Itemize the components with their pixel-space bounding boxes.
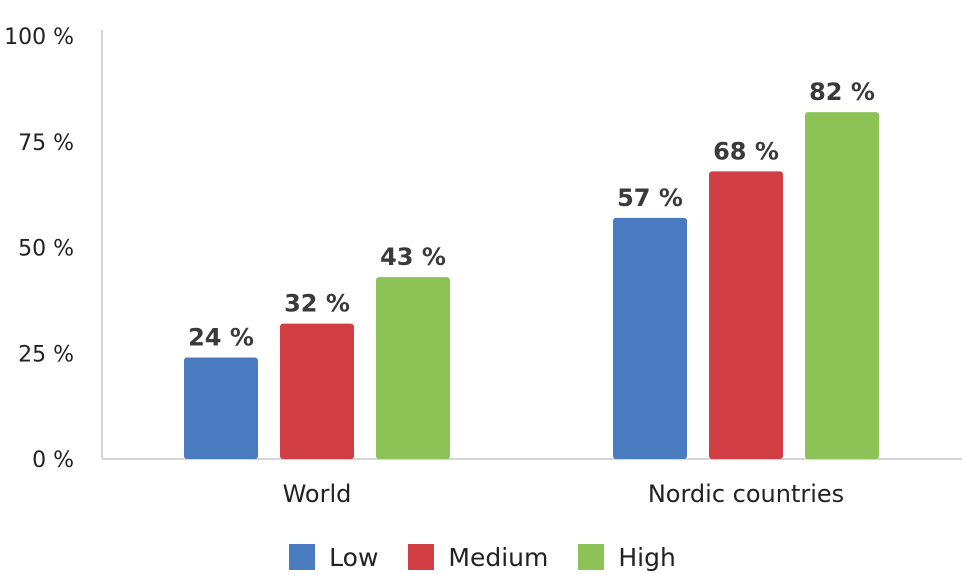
- y-tick-label: 0 %: [32, 448, 74, 473]
- bar-medium-nordic-countries: [709, 171, 783, 460]
- y-tick-label: 25 %: [18, 342, 74, 367]
- legend-item-low: Low: [289, 543, 378, 572]
- data-label: 82 %: [809, 78, 875, 106]
- legend-swatch-low: [289, 544, 316, 570]
- data-label: 57 %: [617, 184, 683, 212]
- category-labels: World Nordic countries: [283, 480, 845, 508]
- data-label: 43 %: [380, 243, 446, 271]
- category-label: World: [283, 480, 352, 508]
- data-labels: 24 % 32 % 43 % 57 % 68 % 82 %: [188, 78, 875, 351]
- bar-chart-plot: 0 % 25 % 50 % 75 % 100 % 24 % 32 % 43 % 57 % 68 …: [4, 25, 962, 508]
- legend-label-low: Low: [329, 542, 379, 572]
- y-tick-label: 50 %: [18, 237, 74, 262]
- bar-medium-world: [280, 323, 354, 459]
- y-tick-label: 100 %: [4, 25, 74, 50]
- legend-swatch-medium: [408, 544, 435, 570]
- legend-item-medium: Medium: [408, 543, 548, 572]
- legend-swatch-high: [578, 544, 605, 570]
- category-label: Nordic countries: [648, 480, 844, 508]
- bar-high-nordic-countries: [805, 112, 879, 459]
- legend-label-high: High: [618, 542, 676, 572]
- legend-label-medium: Medium: [448, 542, 549, 572]
- bars: [184, 112, 879, 460]
- data-label: 32 %: [284, 290, 350, 318]
- legend: Low Medium High: [0, 540, 965, 574]
- bar-high-world: [376, 277, 450, 459]
- bar-low-world: [184, 357, 258, 459]
- legend-item-high: High: [578, 542, 676, 572]
- bar-low-nordic-countries: [613, 217, 687, 459]
- data-label: 68 %: [713, 137, 779, 165]
- y-tick-labels: 0 % 25 % 50 % 75 % 100 %: [4, 25, 74, 473]
- y-tick-label: 75 %: [18, 131, 74, 156]
- data-label: 24 %: [188, 323, 254, 351]
